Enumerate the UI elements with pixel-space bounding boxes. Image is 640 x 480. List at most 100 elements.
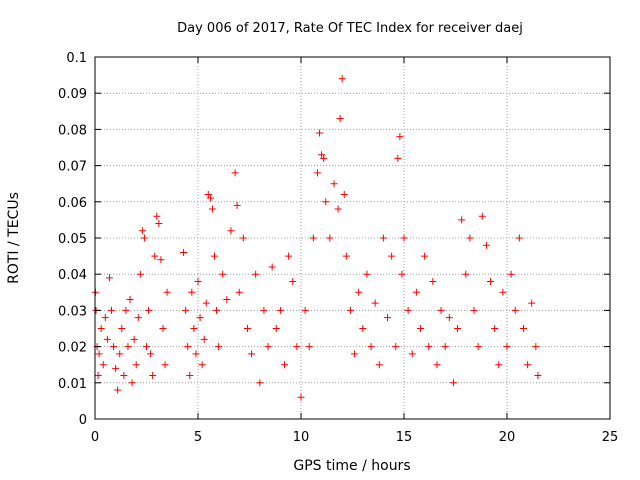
x-tick-label: 0 — [91, 430, 99, 445]
data-point — [412, 288, 420, 296]
data-point — [346, 306, 354, 314]
data-point — [97, 325, 105, 332]
chart-title: Day 006 of 2017, Rate Of TEC Index for r… — [177, 21, 523, 36]
data-point — [318, 151, 326, 159]
x-axis-ticks: 0 5 10 15 20 25 — [91, 57, 618, 445]
y-tick-label: 0.06 — [58, 196, 87, 211]
x-tick-label: 25 — [602, 430, 619, 445]
data-point — [143, 343, 150, 351]
data-point — [398, 270, 406, 278]
data-point — [99, 361, 107, 369]
data-point — [281, 361, 289, 369]
data-point — [161, 361, 169, 369]
data-point — [140, 234, 148, 242]
data-point — [338, 75, 346, 83]
y-tick-label: 0.05 — [58, 232, 87, 247]
y-tick-label: 0.03 — [58, 304, 87, 319]
data-point — [130, 335, 138, 343]
data-point — [355, 288, 363, 296]
data-point — [515, 234, 523, 242]
data-point — [336, 115, 344, 123]
data-point — [334, 205, 342, 213]
data-point — [101, 314, 109, 322]
data-point — [320, 154, 328, 162]
data-point — [145, 306, 153, 314]
data-point — [190, 325, 198, 332]
data-points — [91, 75, 542, 401]
data-point — [103, 335, 111, 343]
data-point — [260, 306, 268, 314]
data-point — [112, 364, 120, 372]
data-point — [184, 343, 192, 351]
data-point — [192, 350, 200, 358]
x-tick-label: 15 — [396, 430, 413, 445]
data-point — [94, 372, 102, 380]
y-axis-ticks: 0 0.01 0.02 0.03 0.04 0.05 0.06 0.07 0.08 0.09 0.1 — [58, 51, 610, 428]
data-point — [268, 263, 276, 271]
data-point — [421, 252, 429, 260]
data-point — [416, 325, 424, 332]
data-point — [138, 227, 146, 235]
data-point — [198, 361, 206, 369]
data-point — [408, 350, 416, 358]
data-point — [394, 154, 402, 162]
y-tick-label: 0 — [79, 413, 87, 428]
data-point — [155, 220, 163, 228]
data-point — [519, 325, 527, 332]
x-tick-label: 20 — [499, 430, 516, 445]
data-point — [204, 191, 212, 199]
data-point — [147, 350, 155, 358]
data-point — [126, 296, 134, 304]
data-point — [231, 169, 239, 177]
data-point — [342, 252, 350, 260]
data-point — [202, 299, 210, 307]
data-point — [470, 306, 478, 314]
data-point — [289, 277, 297, 285]
y-tick-label: 0.07 — [58, 160, 87, 175]
data-point — [215, 343, 223, 351]
data-point — [114, 386, 122, 394]
data-point — [272, 325, 280, 332]
data-point — [441, 343, 449, 351]
data-point — [285, 252, 293, 260]
data-point — [235, 288, 243, 296]
data-point — [392, 343, 400, 351]
data-point — [351, 350, 359, 358]
data-point — [223, 296, 231, 304]
data-point — [122, 306, 130, 314]
data-point — [305, 343, 313, 351]
data-point — [157, 256, 165, 264]
data-point — [458, 216, 466, 224]
x-axis-label: GPS time / hours — [293, 458, 410, 474]
data-point — [239, 234, 247, 242]
data-point — [248, 350, 256, 358]
data-point — [466, 234, 474, 242]
data-point — [326, 234, 334, 242]
data-point — [252, 270, 260, 278]
data-point — [159, 325, 167, 332]
data-point — [210, 252, 218, 260]
data-point — [313, 169, 321, 177]
data-point — [491, 325, 499, 332]
data-point — [120, 372, 128, 380]
data-point — [243, 325, 251, 332]
data-point — [276, 306, 284, 314]
data-point — [264, 343, 272, 351]
data-point — [128, 379, 136, 387]
data-point — [371, 299, 379, 307]
data-point — [474, 343, 482, 351]
data-point — [134, 314, 142, 322]
data-point — [404, 306, 412, 314]
data-point — [433, 361, 441, 369]
data-point — [182, 306, 190, 314]
data-point — [454, 325, 462, 332]
data-point — [186, 372, 194, 380]
data-point — [445, 314, 453, 322]
data-point — [396, 133, 404, 141]
data-point — [219, 270, 227, 278]
y-tick-label: 0.02 — [58, 341, 87, 356]
data-point — [301, 306, 309, 314]
data-point — [132, 361, 140, 369]
data-point — [503, 343, 511, 351]
